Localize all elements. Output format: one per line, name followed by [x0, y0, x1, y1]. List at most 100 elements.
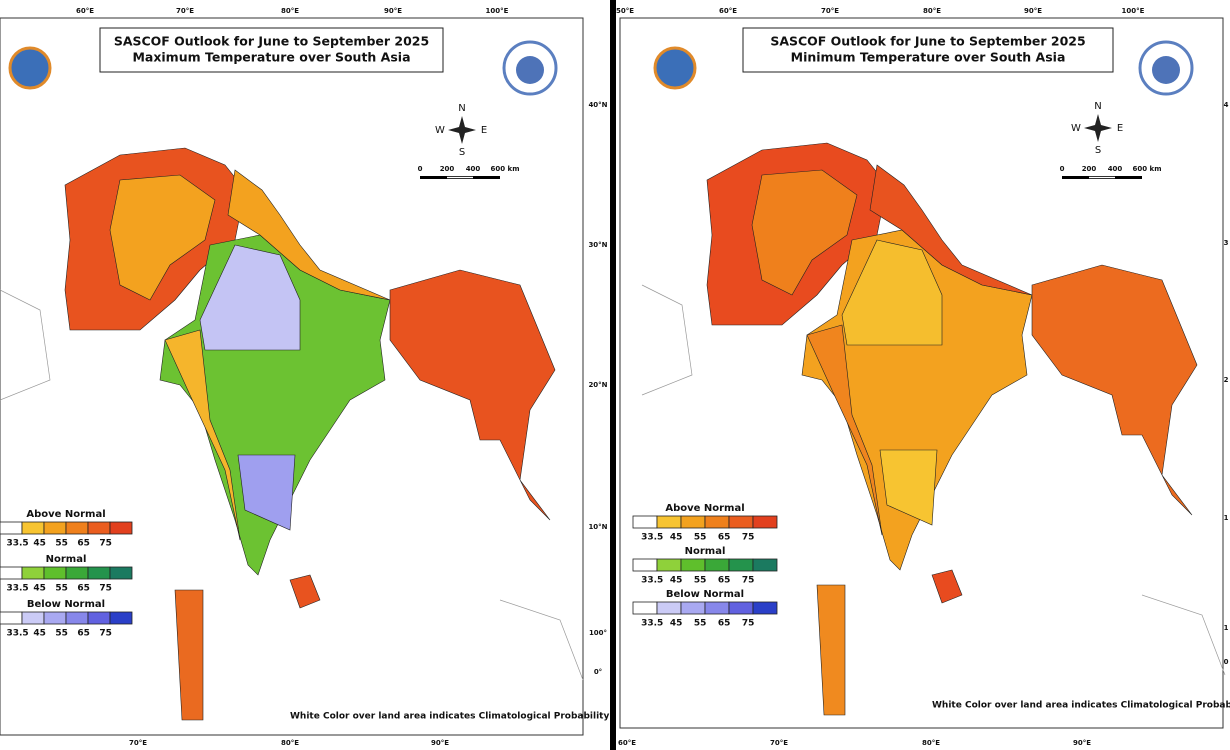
- legend-swatch: [87, 611, 111, 625]
- legend-swatch: [680, 558, 706, 572]
- forecast-region: [841, 239, 943, 346]
- legend-label: 55: [694, 533, 707, 543]
- legend-label: 65: [718, 619, 731, 629]
- legend-swatch: [728, 601, 754, 615]
- scale-label: 400: [1108, 165, 1123, 173]
- scale-label: 0: [418, 165, 423, 173]
- lat-label: 100°: [589, 629, 607, 637]
- forecast-region: [199, 244, 301, 351]
- legend-label: 45: [670, 576, 683, 586]
- lon-label: 90°E: [1024, 7, 1042, 15]
- lat-label: 4: [1224, 101, 1229, 109]
- legend-label: 55: [55, 584, 68, 594]
- map-title: SASCOF Outlook for June to September 202…: [770, 34, 1085, 49]
- legend-swatch: [728, 558, 754, 572]
- scale-label: 400: [466, 165, 481, 173]
- map: [641, 142, 1226, 716]
- legend-swatch: [632, 515, 658, 529]
- legend-swatch: [752, 515, 778, 529]
- scale-bar: [447, 176, 473, 179]
- scale-label: 200: [1082, 165, 1097, 173]
- scale-label: 600 km: [491, 165, 520, 173]
- coastline: [641, 284, 693, 396]
- lat-label: 1: [1224, 514, 1229, 522]
- compass-letter: W: [435, 125, 445, 136]
- scale-bar: [1089, 176, 1115, 179]
- legend-swatch: [43, 611, 67, 625]
- legend-name: Above Normal: [665, 503, 744, 514]
- lat-label: 30°N: [588, 241, 607, 249]
- legend-label: 45: [33, 629, 46, 639]
- lon-label: 100°E: [1122, 7, 1145, 15]
- logo: [516, 56, 544, 84]
- footnote: White Color over land area indicates Cli…: [932, 701, 1230, 711]
- forecast-region: [816, 584, 846, 716]
- forecast-region: [174, 589, 204, 721]
- coastline: [1141, 594, 1226, 676]
- legend-label: 55: [55, 629, 68, 639]
- lat-label: 1: [1224, 624, 1229, 632]
- lon-label: 70°E: [770, 739, 788, 747]
- forecast-region: [879, 449, 938, 526]
- legend-name: Normal: [685, 546, 726, 557]
- lon-label: 80°E: [281, 7, 299, 15]
- forecast-region: [164, 329, 241, 541]
- lon-label: 80°E: [922, 739, 940, 747]
- legend-name: Above Normal: [26, 509, 105, 520]
- scale-label: 600 km: [1133, 165, 1162, 173]
- lat-label: 0°: [594, 668, 602, 676]
- legend-label: 75: [99, 584, 112, 594]
- legend-label: 75: [99, 629, 112, 639]
- compass-letter: S: [1095, 145, 1101, 156]
- legend-label: 33.5: [6, 629, 28, 639]
- forecast-region: [1031, 264, 1198, 516]
- title-box: [742, 27, 1114, 73]
- compass-letter: S: [459, 147, 465, 158]
- compass-star: [448, 116, 476, 144]
- lon-label: 80°E: [923, 7, 941, 15]
- legend-label: 65: [77, 584, 90, 594]
- legend-label: 65: [77, 629, 90, 639]
- compass-letter: E: [481, 125, 487, 136]
- legend-swatch: [0, 566, 23, 580]
- forecast-region: [237, 454, 296, 531]
- legend-swatch: [656, 558, 682, 572]
- forecast-region: [109, 174, 216, 301]
- legend-swatch: [656, 515, 682, 529]
- legend-label: 75: [99, 539, 112, 549]
- map-title: SASCOF Outlook for June to September 202…: [114, 34, 429, 49]
- legend-swatch: [680, 601, 706, 615]
- coastline: [0, 289, 51, 401]
- legend-label: 75: [742, 576, 755, 586]
- lon-label: 90°E: [431, 739, 449, 747]
- legend-name: Below Normal: [666, 589, 744, 600]
- compass-letter: N: [1094, 101, 1101, 112]
- lon-label: 70°E: [176, 7, 194, 15]
- legend-swatch: [704, 515, 730, 529]
- legend-label: 45: [33, 539, 46, 549]
- legend-swatch: [752, 601, 778, 615]
- legend-name: Below Normal: [27, 599, 105, 610]
- legend-swatch: [704, 558, 730, 572]
- panel-separator: [610, 0, 616, 750]
- legend-swatch: [0, 611, 23, 625]
- lon-label: 90°E: [384, 7, 402, 15]
- map: [0, 147, 584, 721]
- compass-letter: E: [1117, 123, 1123, 134]
- legend-swatch: [65, 521, 89, 535]
- legend-label: 45: [33, 584, 46, 594]
- lon-label: 80°E: [281, 739, 299, 747]
- scale-label: 200: [440, 165, 455, 173]
- legend-swatch: [21, 611, 45, 625]
- legend-label: 33.5: [6, 584, 28, 594]
- logo: [1152, 56, 1180, 84]
- legend-label: 65: [77, 539, 90, 549]
- lat-label: 3: [1224, 239, 1229, 247]
- legend-swatch: [632, 558, 658, 572]
- scale-label: 0: [1060, 165, 1065, 173]
- lon-label: 60°E: [719, 7, 737, 15]
- legend-swatch: [109, 611, 133, 625]
- coastline: [499, 599, 584, 681]
- legend-swatch: [109, 566, 133, 580]
